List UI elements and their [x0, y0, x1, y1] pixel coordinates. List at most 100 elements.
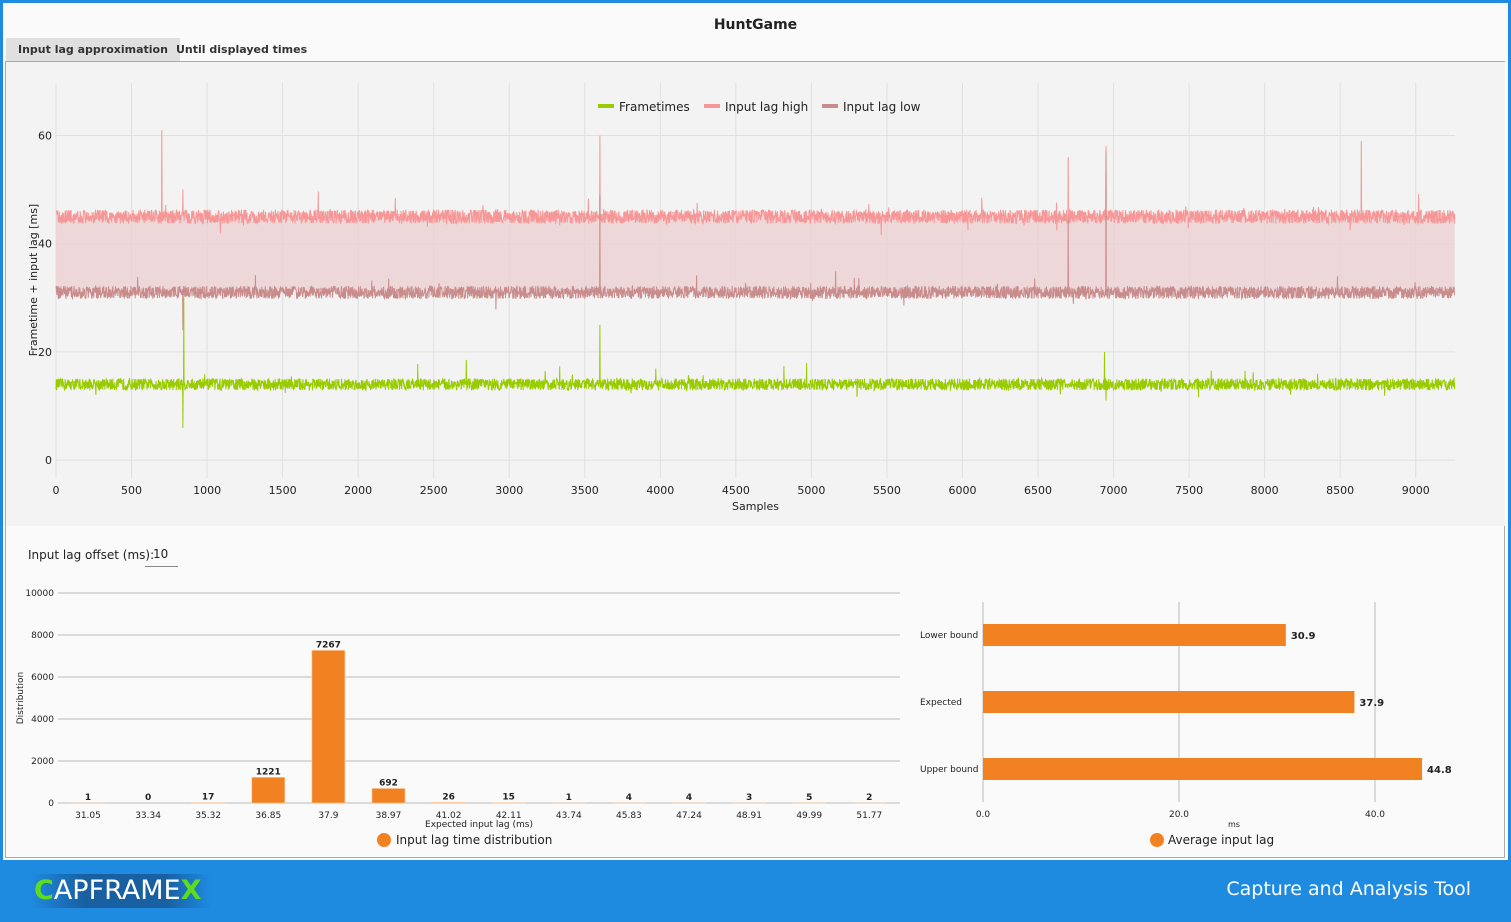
- bar-value-label: 26: [442, 792, 455, 802]
- category-label: Upper bound: [920, 765, 978, 775]
- input-lag-low-line: [55, 151, 1456, 331]
- offset-input[interactable]: 10: [145, 543, 178, 567]
- legend-swatch: [1150, 833, 1164, 847]
- bar-value-label: 30.9: [1291, 631, 1316, 642]
- legend-label: Input lag time distribution: [396, 833, 552, 847]
- x-tick-label: 7500: [1175, 484, 1203, 497]
- category-label: Expected: [920, 698, 962, 708]
- x-tick-label: 9000: [1402, 484, 1430, 497]
- x-tick-label: 500: [121, 484, 142, 497]
- tab-input-lag-approximation[interactable]: Input lag approximation: [6, 38, 180, 61]
- y-tick-label: 6000: [31, 673, 54, 683]
- x-tick-label: 2500: [420, 484, 448, 497]
- y-tick-label: 0: [45, 454, 52, 467]
- x-tick-label: 45.83: [616, 811, 642, 821]
- histogram-bar: [251, 777, 286, 804]
- bar-value-label: 1: [85, 793, 91, 803]
- x-tick-label: 38.97: [376, 811, 402, 821]
- bar-value-label: 17: [202, 793, 215, 803]
- y-tick-label: 60: [38, 129, 52, 142]
- bar-value-label: 1221: [256, 767, 281, 777]
- histogram-bar: [371, 788, 406, 804]
- x-tick-label: 49.99: [796, 811, 822, 821]
- y-tick-label: 4000: [31, 715, 54, 725]
- bar-value-label: 37.9: [1359, 698, 1384, 709]
- x-tick-label: 4000: [646, 484, 674, 497]
- x-tick-label: 0.0: [976, 810, 991, 820]
- tab-until-displayed-times[interactable]: Until displayed times: [176, 43, 308, 56]
- histogram-bar: [431, 802, 466, 804]
- histogram-bar: [311, 650, 346, 804]
- x-tick-label: 31.05: [75, 811, 101, 821]
- x-tick-label: 48.91: [736, 811, 762, 821]
- bar-value-label: 4: [626, 793, 632, 803]
- x-tick-label: 6000: [948, 484, 976, 497]
- y-tick-label: 40: [38, 238, 52, 251]
- category-label: Lower bound: [920, 631, 978, 641]
- average-bar: [983, 624, 1286, 646]
- bar-value-label: 5: [806, 793, 812, 803]
- y-tick-label: 10000: [25, 589, 54, 599]
- bar-value-label: 4: [686, 793, 692, 803]
- tagline: Capture and Analysis Tool: [1226, 878, 1471, 900]
- bar-value-label: 7267: [316, 640, 341, 650]
- y-tick-label: 8000: [31, 631, 54, 641]
- x-tick-label: 0: [53, 484, 60, 497]
- y-tick-label: 20: [38, 346, 52, 359]
- bar-value-label: 2: [866, 793, 872, 803]
- capframex-logo: CAPFRAMEX: [30, 874, 212, 908]
- x-tick-label: 42.11: [496, 811, 522, 821]
- bar-value-label: 0: [145, 793, 151, 803]
- frametimes-line: [55, 297, 1456, 428]
- legend-label: Frametimes: [619, 100, 690, 114]
- y-axis-label: Distribution: [16, 672, 26, 725]
- x-tick-label: 40.0: [1365, 810, 1385, 820]
- legend-swatch: [377, 833, 391, 847]
- bar-value-label: 44.8: [1427, 765, 1452, 776]
- x-axis-label: ms: [1228, 820, 1240, 829]
- x-tick-label: 35.32: [195, 811, 221, 821]
- x-tick-label: 41.02: [436, 811, 462, 821]
- bar-value-label: 15: [502, 793, 515, 803]
- bar-value-label: 1: [566, 793, 572, 803]
- bar-value-label: 692: [379, 778, 398, 788]
- legend-label: Input lag high: [725, 100, 808, 114]
- charts: 0 500 1000 1500 2000 2500 3000 3500 4000 4500 5000…: [16, 83, 1456, 847]
- x-tick-label: 36.85: [255, 811, 281, 821]
- x-tick-label: 3500: [571, 484, 599, 497]
- x-tick-label: 8000: [1251, 484, 1279, 497]
- x-tick-label: 43.74: [556, 811, 582, 821]
- x-tick-label: 4500: [722, 484, 750, 497]
- y-tick-label: 2000: [31, 757, 54, 767]
- offset-label: Input lag offset (ms):: [28, 548, 155, 562]
- average-bar: [983, 691, 1355, 713]
- legend-swatch: [704, 104, 720, 108]
- x-tick-label: 33.34: [135, 811, 161, 821]
- y-axis-label: Frametime + input lag [ms]: [27, 204, 40, 356]
- input-lag-band: [56, 130, 1455, 331]
- legend-label: Input lag low: [843, 100, 921, 114]
- x-tick-label: 5500: [873, 484, 901, 497]
- x-tick-label: 7000: [1100, 484, 1128, 497]
- x-tick-label: 37.9: [318, 811, 338, 821]
- x-tick-label: 51.77: [856, 811, 882, 821]
- x-axis-label: Expected input lag (ms): [425, 820, 533, 830]
- x-tick-label: 2000: [344, 484, 372, 497]
- x-tick-label: 20.0: [1169, 810, 1189, 820]
- footer: CAPFRAMEX Capture and Analysis Tool: [0, 862, 1511, 922]
- x-tick-label: 3000: [495, 484, 523, 497]
- x-tick-label: 1000: [193, 484, 221, 497]
- input-lag-high-line: [55, 130, 1456, 235]
- legend-swatch: [822, 104, 838, 108]
- x-axis-label: Samples: [732, 500, 779, 513]
- x-tick-label: 1500: [269, 484, 297, 497]
- x-tick-label: 8500: [1326, 484, 1354, 497]
- legend-swatch: [598, 104, 614, 108]
- average-bar: [983, 758, 1423, 780]
- x-tick-label: 47.24: [676, 811, 702, 821]
- x-tick-label: 5000: [797, 484, 825, 497]
- window-title: HuntGame: [713, 17, 798, 33]
- y-tick-label: 0: [48, 799, 54, 809]
- legend-label: Average input lag: [1168, 833, 1274, 847]
- bar-value-label: 3: [746, 793, 752, 803]
